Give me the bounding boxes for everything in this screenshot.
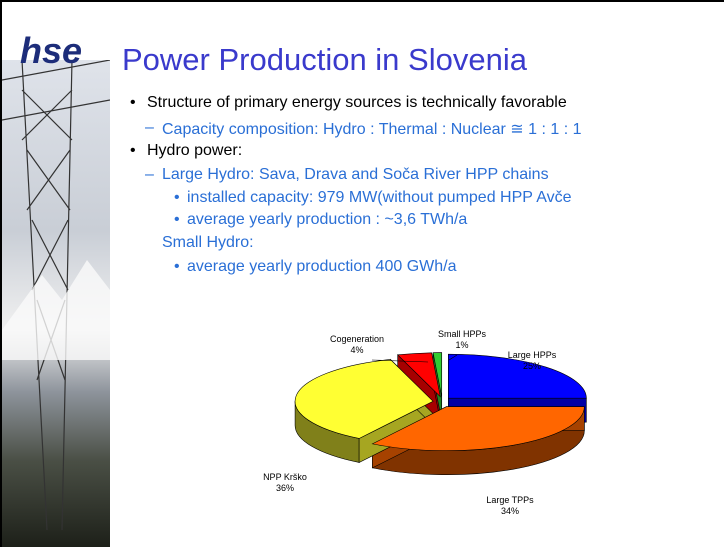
slice-value-label: 1% bbox=[455, 340, 468, 350]
slide: hse Power Production in Slovenia • Struc… bbox=[0, 0, 724, 547]
slice-value-label: 36% bbox=[276, 483, 294, 493]
slice-label: Small HPPs bbox=[438, 329, 487, 339]
slice-value-label: 4% bbox=[350, 345, 363, 355]
slice-label: NPP Krško bbox=[263, 472, 307, 482]
slice-label: Large HPPs bbox=[508, 350, 557, 360]
slice-label: Large TPPs bbox=[486, 495, 534, 505]
slice-label: Cogeneration bbox=[330, 334, 384, 344]
slice-value-label: 25% bbox=[523, 361, 541, 371]
slice bbox=[448, 354, 586, 398]
pie-chart: Large HPPs25% Large TPPs34% NPP Krško36% Co… bbox=[0, 0, 724, 547]
slice-value-label: 34% bbox=[501, 506, 519, 516]
